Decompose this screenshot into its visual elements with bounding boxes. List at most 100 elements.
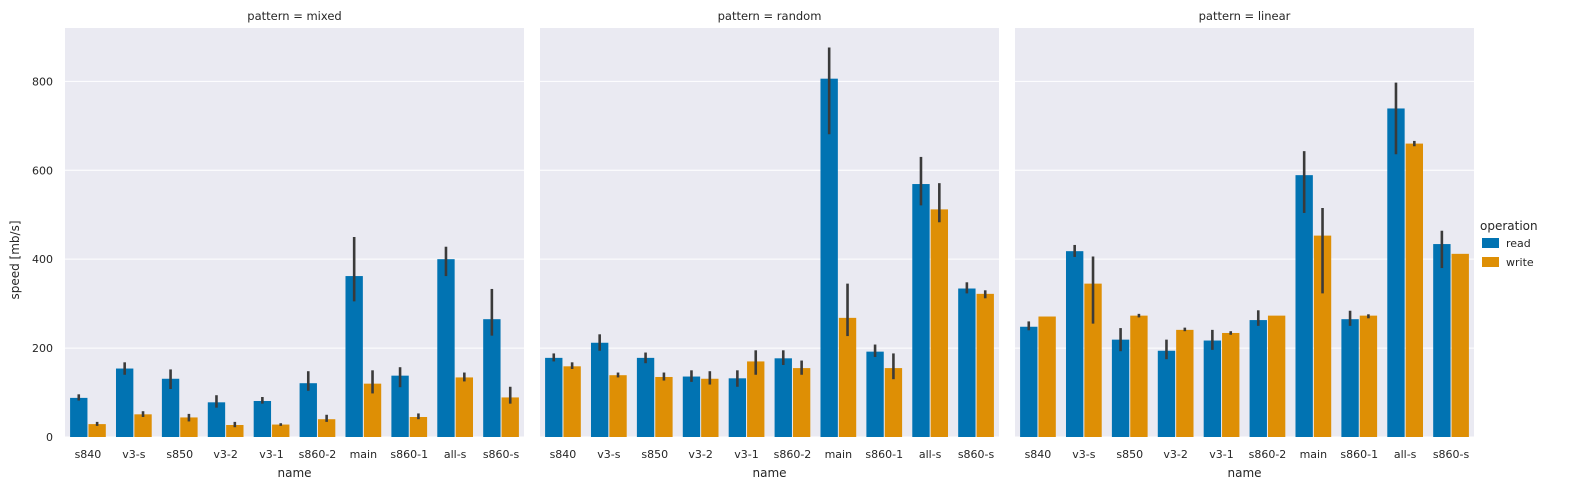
x-tick-label: v3-s (597, 448, 620, 461)
bar-read-v3-1 (728, 378, 747, 437)
bar-write-v3-2 (226, 424, 244, 437)
y-tick-label: 0 (46, 431, 53, 444)
x-tick-label: s840 (75, 448, 102, 461)
x-tick-label: s840 (550, 448, 577, 461)
x-axis-title: name (752, 466, 786, 480)
y-axis-title: speed [mb/s] (8, 220, 22, 299)
x-tick-label: main (825, 448, 853, 461)
bar-read-s840 (70, 397, 88, 437)
legend-title: operation (1480, 219, 1538, 233)
bar-read-s850 (636, 357, 655, 437)
x-tick-label: s860-s (958, 448, 995, 461)
bar-write-s860-s (501, 397, 519, 437)
x-tick-label: s840 (1025, 448, 1052, 461)
x-tick-label: v3-1 (734, 448, 758, 461)
bar-read-v3-2 (207, 402, 226, 437)
x-tick-label: s860-s (483, 448, 520, 461)
x-tick-label: s860-2 (1249, 448, 1287, 461)
facet-panel-2: pattern = linear s840 v3-s s850 v3-2 v3-1 s860… (1015, 9, 1474, 480)
bar-read-s850 (1111, 339, 1130, 437)
x-axis-title: name (277, 466, 311, 480)
x-tick-label: v3-2 (213, 448, 237, 461)
legend-swatch-write (1482, 257, 1499, 267)
bar-read-s850 (161, 378, 180, 437)
bar-read-s860-2 (1249, 320, 1267, 437)
bar-write-v3-2 (1176, 329, 1194, 437)
bar-read-main (820, 78, 838, 438)
x-tick-label: all-s (1394, 448, 1417, 461)
bar-read-v3-1 (1203, 340, 1222, 437)
x-tick-label: s850 (166, 448, 193, 461)
bar-write-main (1313, 235, 1332, 437)
bar-write-s840 (88, 424, 106, 437)
bar-read-s840 (545, 357, 563, 437)
bar-read-main (1295, 175, 1313, 437)
panel-title: pattern = linear (1199, 9, 1291, 23)
bar-read-main (345, 276, 363, 437)
x-tick-label: v3-2 (688, 448, 712, 461)
x-tick-label: s860-2 (774, 448, 812, 461)
bar-read-all-s (912, 184, 930, 437)
bar-read-s860-s (1433, 244, 1451, 437)
bar-read-s860-2 (299, 383, 317, 437)
bar-write-s860-1 (409, 416, 428, 437)
bar-write-s850 (1130, 315, 1148, 437)
y-tick-label: 400 (32, 253, 53, 266)
x-tick-label: s850 (1116, 448, 1143, 461)
bar-read-all-s (437, 259, 455, 437)
x-tick-label: main (350, 448, 378, 461)
bar-write-v3-2 (701, 378, 719, 437)
bar-write-s860-2 (1267, 315, 1286, 437)
bar-write-all-s (930, 209, 949, 437)
bar-write-v3-s (1084, 283, 1102, 437)
bar-write-s860-s (1451, 253, 1469, 437)
bar-write-s860-1 (1359, 315, 1378, 437)
facet-panel-0: 0 200 400 600 800 pattern = mixed s840 v3-s s850… (32, 9, 524, 480)
legend: operation read write (1480, 219, 1538, 269)
x-axis-title: name (1227, 466, 1261, 480)
panel-background (540, 28, 999, 437)
bar-write-s860-s (976, 293, 994, 437)
bar-read-s860-s (483, 319, 501, 437)
panel-background (65, 28, 524, 437)
y-tick-label: 800 (32, 75, 53, 88)
legend-label-write: write (1506, 256, 1534, 269)
panel-title: pattern = random (718, 9, 822, 23)
bar-read-s860-1 (391, 375, 409, 437)
bar-write-s840 (1038, 316, 1056, 437)
x-tick-label: s860-1 (865, 448, 903, 461)
panel-background (1015, 28, 1474, 437)
bar-write-v3-s (609, 375, 627, 437)
bar-write-v3-1 (272, 424, 290, 437)
bar-read-all-s (1387, 108, 1405, 437)
bar-read-v3-s (590, 342, 609, 437)
bar-read-s860-2 (774, 358, 792, 437)
x-tick-label: v3-1 (259, 448, 283, 461)
bar-write-s860-1 (884, 368, 903, 437)
bar-write-s840 (563, 366, 581, 437)
bar-write-all-s (455, 377, 474, 437)
bar-write-s860-2 (792, 368, 811, 437)
legend-swatch-read (1482, 238, 1499, 248)
facet-panel-1: pattern = random s840 v3-s s850 v3-2 v3-1 s860… (540, 9, 999, 480)
x-tick-label: main (1300, 448, 1328, 461)
bar-write-main (363, 383, 382, 437)
x-tick-label: s860-1 (1340, 448, 1378, 461)
bar-read-v3-s (1065, 251, 1084, 437)
x-tick-label: s860-2 (299, 448, 337, 461)
x-tick-label: all-s (919, 448, 942, 461)
legend-label-read: read (1506, 237, 1531, 250)
facet-panels: 0 200 400 600 800 pattern = mixed s840 v3-s s850… (32, 9, 1474, 480)
bar-read-s860-1 (1341, 319, 1359, 437)
bar-write-s860-2 (317, 419, 336, 437)
bar-read-v3-1 (253, 400, 272, 437)
bar-write-all-s (1405, 143, 1424, 437)
y-tick-label: 600 (32, 164, 53, 177)
x-tick-label: v3-s (122, 448, 145, 461)
bar-write-s850 (180, 417, 198, 437)
bar-read-v3-2 (682, 376, 701, 437)
bar-read-s860-1 (866, 351, 884, 437)
x-tick-label: s860-s (1433, 448, 1470, 461)
x-tick-label: s860-1 (390, 448, 428, 461)
